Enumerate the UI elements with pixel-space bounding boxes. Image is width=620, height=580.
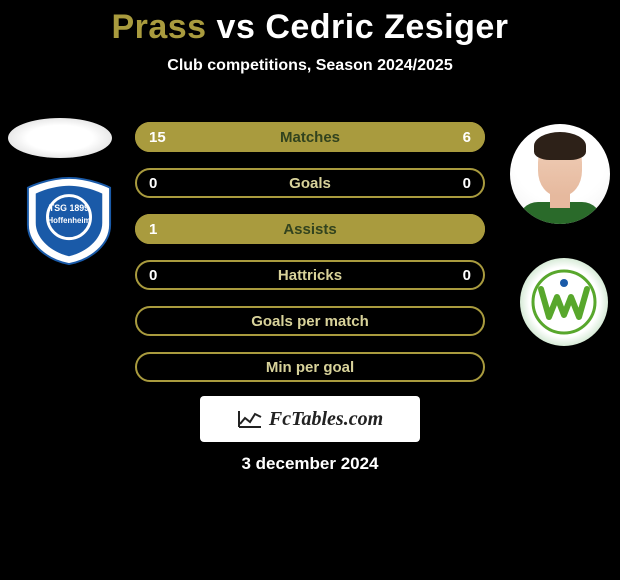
brand-text: FcTables.com [269,408,383,431]
svg-text:Hoffenheim: Hoffenheim [48,216,91,225]
svg-text:TSG 1899: TSG 1899 [49,203,89,213]
player2-avatar [510,124,610,224]
stat-value-right: 6 [463,129,471,146]
stat-value-right: 0 [463,175,471,192]
title-player2: Cedric Zesiger [265,8,508,46]
player1-avatar [8,118,112,158]
stat-row-hattricks: 0 Hattricks 0 [135,260,485,290]
subtitle: Club competitions, Season 2024/2025 [0,57,620,75]
stat-row-goals: 0 Goals 0 [135,168,485,198]
stat-row-matches: 15 Matches 6 [135,122,485,152]
stats-container: 15 Matches 6 0 Goals 0 1 Assists 0 Hattr… [135,122,485,398]
brand-chart-icon [237,409,263,429]
brand-link[interactable]: FcTables.com [200,396,420,442]
stat-row-goals-per-match: Goals per match [135,306,485,336]
title-player1: Prass [111,8,206,46]
title-vs: vs [217,8,256,46]
stat-label: Goals [135,175,485,192]
date-text: 3 december 2024 [0,454,620,474]
stat-label: Hattricks [135,267,485,284]
stat-label: Assists [135,221,485,238]
stat-row-min-per-goal: Min per goal [135,352,485,382]
stat-label: Min per goal [135,359,485,376]
stat-label: Matches [135,129,485,146]
stat-label: Goals per match [135,313,485,330]
player2-club-badge [520,258,608,346]
player1-club-badge: TSG 1899 Hoffenheim [20,176,118,266]
page-title: Prass vs Cedric Zesiger [0,0,620,47]
stat-row-assists: 1 Assists [135,214,485,244]
stat-value-right: 0 [463,267,471,284]
